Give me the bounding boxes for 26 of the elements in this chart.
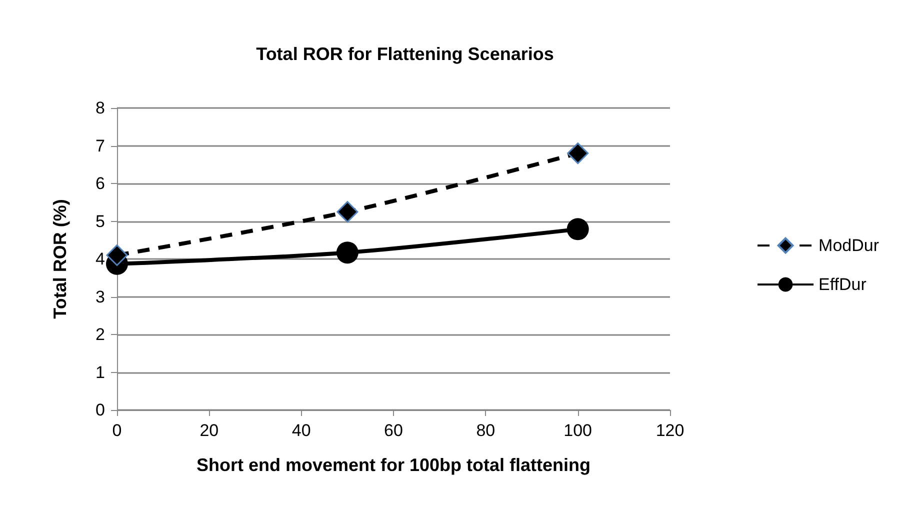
y-tick-label: 2 (96, 325, 105, 344)
point (336, 201, 358, 223)
point (106, 244, 128, 266)
y-axis-title: Total ROR (%) (50, 199, 70, 319)
chart-title: Total ROR for Flattening Scenarios (256, 44, 554, 64)
y-tick-label: 0 (96, 400, 105, 420)
x-tick-label: 80 (476, 421, 496, 440)
y-tick-label: 4 (96, 250, 105, 268)
y-tick-label: 6 (96, 174, 105, 193)
y-tick-label: 8 (96, 98, 105, 118)
x-tick-label: 20 (200, 421, 219, 440)
legend-label: EffDur (818, 275, 867, 294)
x-tick-label: 0 (112, 421, 122, 440)
x-tick-label: 60 (384, 421, 403, 440)
point (336, 242, 358, 264)
point (567, 142, 589, 164)
point (566, 218, 589, 240)
x-tick-label: 40 (292, 421, 311, 440)
x-tick-label: 100 (564, 421, 592, 440)
legend-label: ModDur (818, 236, 880, 255)
y-tick-label: 5 (96, 212, 105, 231)
x-axis-title: Short end movement for 100bp total flattening (196, 455, 591, 475)
y-tick-label: 1 (96, 362, 105, 382)
y-tick-label: 7 (96, 136, 105, 156)
x-tick-label: 120 (656, 421, 684, 440)
y-tick-label: 3 (96, 287, 105, 306)
